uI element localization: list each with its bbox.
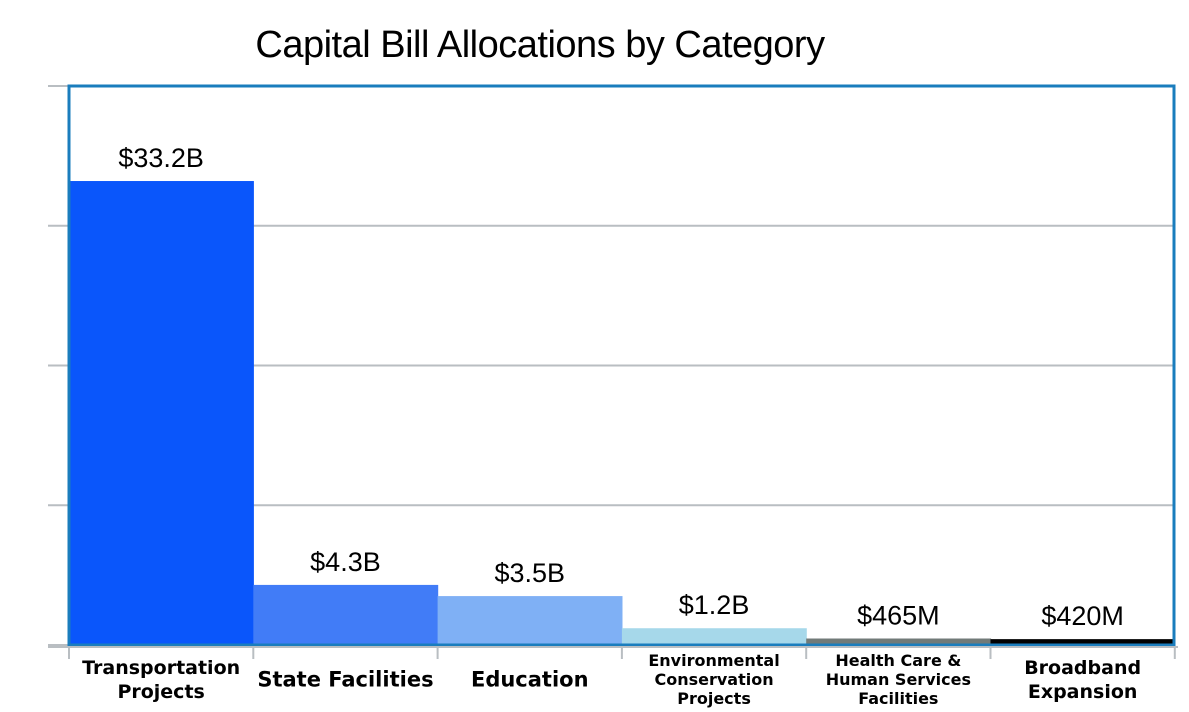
x-tick-label: Education: [471, 668, 589, 692]
data-label: $420M: [1041, 601, 1124, 631]
chart-title: Capital Bill Allocations by Category: [255, 24, 825, 66]
x-tick-label: Health Care & Human Services Facilities: [826, 651, 971, 708]
data-label: $4.3B: [310, 547, 381, 577]
bar: [990, 639, 1176, 645]
data-label: $33.2B: [118, 143, 204, 173]
plot-frame: [67, 84, 1176, 647]
data-label: $1.2B: [679, 590, 750, 620]
data-label: $465M: [857, 601, 940, 631]
bar: [621, 628, 807, 645]
x-tick-label: Transportation Projects: [82, 657, 240, 703]
data-label: $3.5B: [494, 558, 565, 588]
bar: [253, 584, 439, 645]
bar: [806, 638, 992, 645]
x-tick-label: Broadband Expansion: [1024, 657, 1141, 703]
bar: [69, 181, 254, 645]
x-tick-label: Environmental Conservation Projects: [648, 651, 779, 708]
bar: [437, 596, 623, 645]
x-tick-label: State Facilities: [257, 668, 433, 692]
